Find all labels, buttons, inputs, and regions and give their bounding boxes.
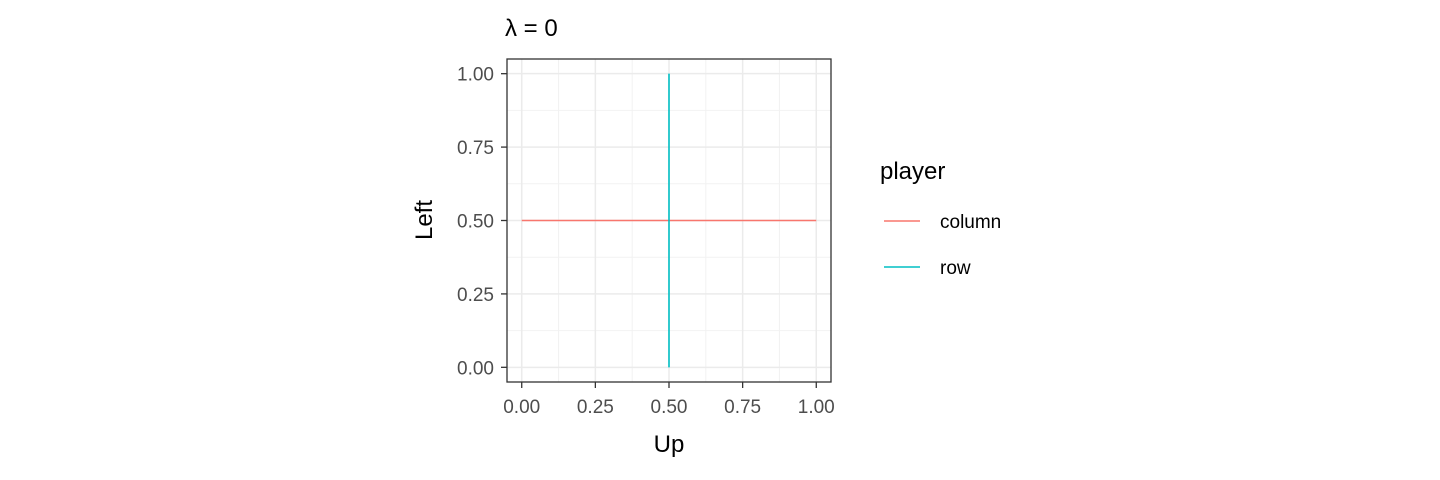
legend-label-column: column [940,212,1001,233]
y-tick-label: 1.00 [457,65,494,86]
legend-title: player [880,158,945,185]
y-axis-title: Left [411,200,438,240]
legend-label-row: row [940,258,971,279]
chart-title: λ = 0 [505,15,558,42]
x-tick-label: 0.50 [651,397,688,418]
x-axis-title: Up [654,431,685,458]
legend: player column row [880,158,1001,279]
x-axis: 0.00 0.25 0.50 0.75 1.00 [503,382,835,418]
x-tick-label: 0.25 [577,397,614,418]
y-tick-label: 0.75 [457,138,494,159]
x-tick-label: 0.00 [503,397,540,418]
y-axis: 0.00 0.25 0.50 0.75 1.00 [457,65,507,379]
series-layer [521,73,817,368]
y-tick-label: 0.00 [457,358,494,379]
y-tick-label: 0.50 [457,212,494,233]
x-tick-label: 1.00 [798,397,835,418]
y-tick-label: 0.25 [457,285,494,306]
x-tick-label: 0.75 [724,397,761,418]
